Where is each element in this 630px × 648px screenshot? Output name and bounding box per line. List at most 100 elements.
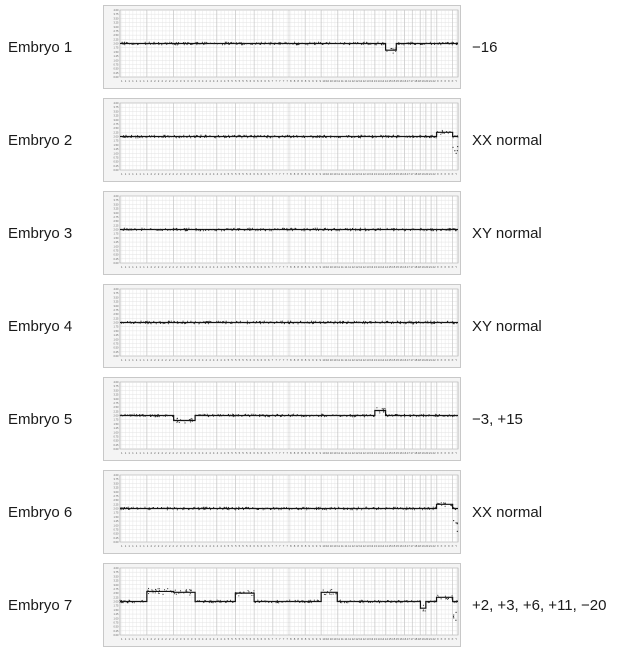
data-point [427, 228, 429, 230]
data-point [303, 137, 306, 139]
x-tick-label: 10 [330, 79, 334, 83]
data-point [269, 321, 271, 323]
data-point [269, 137, 271, 139]
data-point [181, 136, 183, 138]
x-tick-label: 2 [169, 451, 171, 455]
x-tick-label: 4 [224, 172, 226, 176]
x-tick-label: 18 [418, 637, 422, 641]
data-point [427, 320, 429, 322]
data-point [335, 414, 337, 416]
x-tick-label: 4 [202, 358, 204, 362]
data-point [129, 508, 131, 510]
data-point [378, 599, 380, 602]
data-point [194, 507, 196, 509]
data-point [210, 509, 212, 511]
y-tick-label: 1.50 [113, 329, 119, 333]
x-tick-label: 4 [213, 358, 215, 362]
data-point [205, 134, 207, 136]
y-tick-label: 3.50 [113, 16, 119, 20]
data-point [172, 508, 174, 510]
y-tick-label: 4.00 [113, 380, 119, 384]
data-point [157, 506, 159, 509]
data-point [119, 599, 121, 602]
data-point [319, 228, 321, 230]
data-point [391, 228, 393, 230]
data-point [300, 508, 302, 511]
data-point [381, 408, 383, 410]
data-point [218, 601, 221, 603]
data-point [240, 322, 242, 324]
data-point [278, 602, 280, 604]
data-point [433, 321, 435, 323]
data-point [283, 229, 285, 231]
x-tick-label: 17 [411, 79, 415, 83]
x-tick-label: 11 [348, 544, 351, 548]
data-point [191, 43, 193, 45]
data-point [258, 135, 260, 137]
data-point [447, 598, 449, 600]
data-point [234, 42, 236, 45]
data-point [436, 415, 438, 417]
x-tick-label: 18 [414, 544, 418, 548]
data-point [164, 42, 166, 44]
x-tick-label: 2 [172, 544, 174, 548]
data-point [388, 135, 390, 137]
x-tick-label: 17 [411, 265, 415, 269]
x-tick-label: 7 [275, 172, 277, 176]
data-point [174, 44, 176, 46]
data-point [147, 590, 149, 592]
x-tick-label: 11 [344, 544, 347, 548]
data-point [381, 321, 383, 323]
data-point [228, 509, 230, 511]
x-tick-label: 16 [403, 544, 407, 548]
data-point [131, 602, 133, 604]
data-point [441, 321, 443, 323]
data-point [156, 414, 159, 416]
data-point [300, 321, 302, 323]
data-point [191, 591, 193, 593]
y-tick-label: 0.50 [113, 346, 119, 350]
data-point [409, 507, 411, 509]
data-point [305, 43, 308, 45]
data-point [377, 228, 379, 230]
data-point [360, 599, 363, 601]
data-point [256, 42, 258, 44]
data-point [410, 322, 412, 324]
data-point [335, 321, 337, 324]
data-point [379, 322, 381, 324]
data-point [223, 135, 225, 137]
data-point [403, 44, 405, 46]
data-point [241, 43, 243, 45]
data-point [137, 137, 139, 139]
data-point [259, 323, 262, 325]
data-point [341, 601, 343, 603]
data-point [123, 135, 125, 137]
x-tick-label: 21 [429, 358, 433, 362]
data-point [264, 230, 266, 232]
data-point [449, 131, 451, 133]
x-tick-label: 1 [143, 358, 145, 362]
data-point [413, 136, 415, 138]
data-point [275, 507, 277, 509]
x-tick-label: 14 [381, 544, 385, 548]
x-tick-label: 4 [213, 265, 215, 269]
data-point [167, 321, 169, 323]
data-point [403, 322, 405, 324]
data-point [173, 135, 175, 137]
data-point [449, 230, 451, 232]
x-tick-label: 1 [147, 544, 149, 548]
data-point [242, 44, 244, 46]
x-tick-label: 11 [337, 79, 340, 83]
data-point [282, 227, 284, 229]
x-tick-label: 4 [206, 172, 208, 176]
data-point [452, 320, 454, 323]
data-point [208, 414, 210, 416]
x-tick-label: 4 [202, 79, 204, 83]
embryo-row: Embryo 7 4.00 3.75 3.50 3.25 3.00 2.75 2.50 2.25… [0, 563, 630, 647]
y-tick-label: 3.50 [113, 481, 119, 485]
data-point [306, 601, 308, 603]
data-point [132, 42, 134, 44]
x-tick-label: 18 [418, 79, 422, 83]
data-point [443, 132, 445, 134]
data-point [288, 413, 290, 415]
